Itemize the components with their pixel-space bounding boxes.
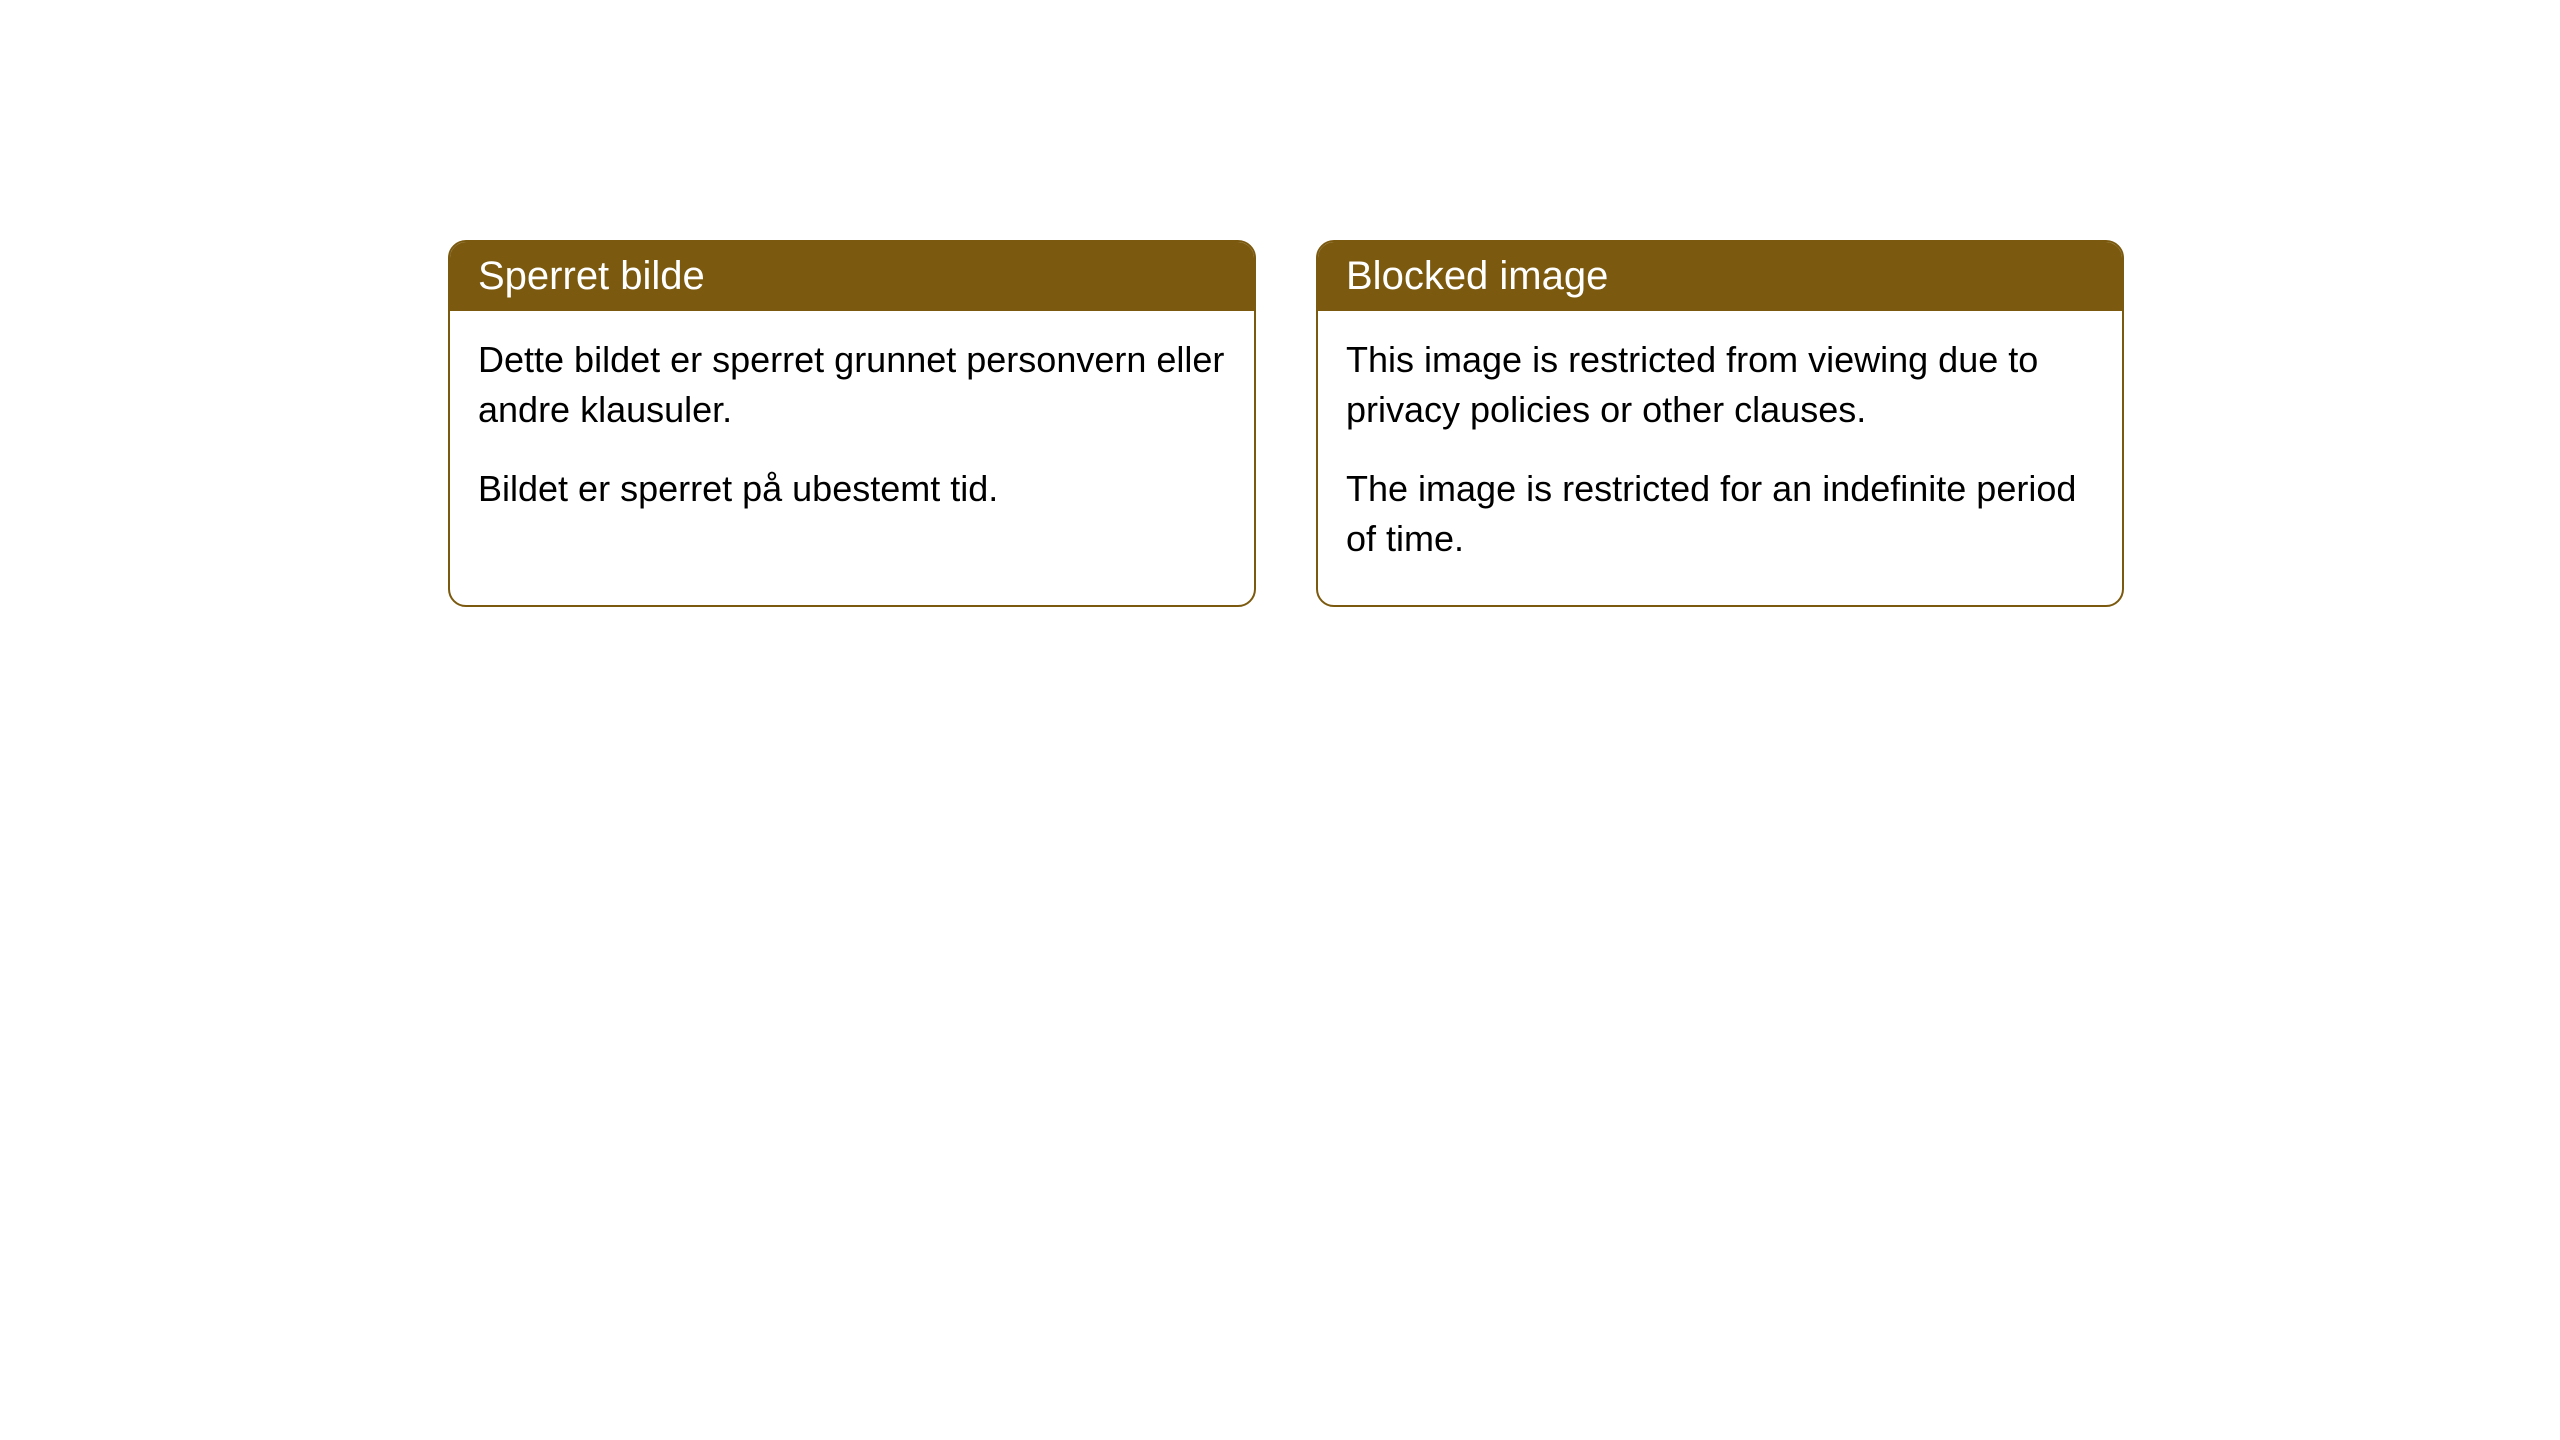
card-paragraph-2: Bildet er sperret på ubestemt tid. [478, 464, 1226, 514]
card-paragraph-1: Dette bildet er sperret grunnet personve… [478, 335, 1226, 436]
notice-card-english: Blocked image This image is restricted f… [1316, 240, 2124, 607]
card-header: Sperret bilde [450, 242, 1254, 311]
card-paragraph-1: This image is restricted from viewing du… [1346, 335, 2094, 436]
notice-card-norwegian: Sperret bilde Dette bildet er sperret gr… [448, 240, 1256, 607]
card-body: Dette bildet er sperret grunnet personve… [450, 311, 1254, 554]
card-header: Blocked image [1318, 242, 2122, 311]
notice-cards-container: Sperret bilde Dette bildet er sperret gr… [448, 240, 2124, 607]
card-body: This image is restricted from viewing du… [1318, 311, 2122, 605]
card-title: Sperret bilde [478, 254, 705, 298]
card-paragraph-2: The image is restricted for an indefinit… [1346, 464, 2094, 565]
card-title: Blocked image [1346, 254, 1608, 298]
